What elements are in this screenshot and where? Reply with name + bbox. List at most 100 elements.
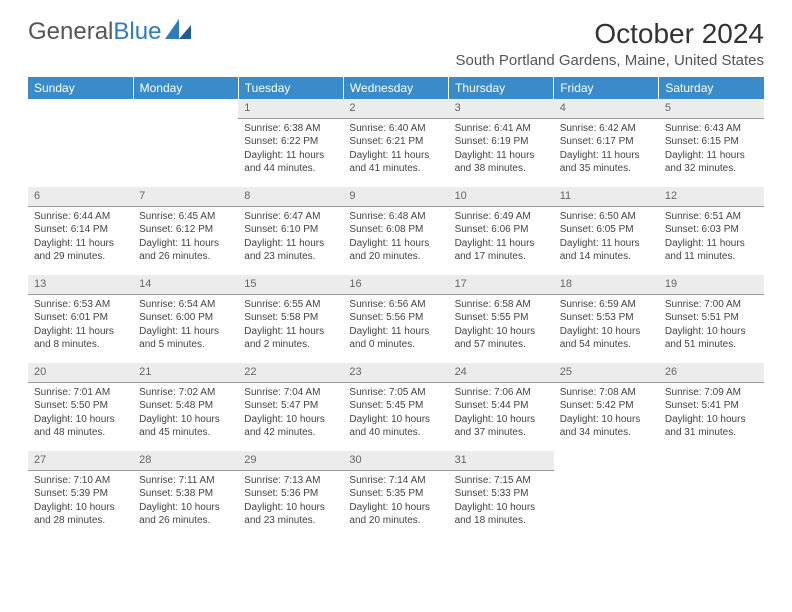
weekday-header: Monday [133, 77, 238, 99]
calendar-day-cell: 18Sunrise: 6:59 AMSunset: 5:53 PMDayligh… [554, 275, 659, 363]
calendar-day-cell: 31Sunrise: 7:15 AMSunset: 5:33 PMDayligh… [449, 451, 554, 539]
sunset-text: Sunset: 6:12 PM [139, 223, 232, 237]
sunrise-text: Sunrise: 6:44 AM [34, 210, 127, 224]
weekday-header: Tuesday [238, 77, 343, 99]
day-number: 13 [28, 275, 133, 295]
sunset-text: Sunset: 5:48 PM [139, 399, 232, 413]
day-number: 2 [343, 99, 448, 119]
daylight-text: Daylight: 11 hours and 44 minutes. [244, 149, 337, 176]
sunrise-text: Sunrise: 7:00 AM [665, 298, 758, 312]
calendar-day-cell: . [554, 451, 659, 539]
day-body: Sunrise: 6:53 AMSunset: 6:01 PMDaylight:… [28, 295, 133, 358]
calendar-day-cell: 3Sunrise: 6:41 AMSunset: 6:19 PMDaylight… [449, 99, 554, 187]
sunset-text: Sunset: 6:00 PM [139, 311, 232, 325]
calendar-day-cell: 27Sunrise: 7:10 AMSunset: 5:39 PMDayligh… [28, 451, 133, 539]
calendar-day-cell: 1Sunrise: 6:38 AMSunset: 6:22 PMDaylight… [238, 99, 343, 187]
day-body: Sunrise: 7:02 AMSunset: 5:48 PMDaylight:… [133, 383, 238, 446]
sunset-text: Sunset: 5:47 PM [244, 399, 337, 413]
sunset-text: Sunset: 5:35 PM [349, 487, 442, 501]
calendar-week-row: 6Sunrise: 6:44 AMSunset: 6:14 PMDaylight… [28, 187, 764, 275]
weekday-header: Thursday [449, 77, 554, 99]
sunset-text: Sunset: 6:08 PM [349, 223, 442, 237]
calendar-day-cell: 9Sunrise: 6:48 AMSunset: 6:08 PMDaylight… [343, 187, 448, 275]
day-body: Sunrise: 7:04 AMSunset: 5:47 PMDaylight:… [238, 383, 343, 446]
calendar-day-cell: 4Sunrise: 6:42 AMSunset: 6:17 PMDaylight… [554, 99, 659, 187]
daylight-text: Daylight: 11 hours and 41 minutes. [349, 149, 442, 176]
daylight-text: Daylight: 11 hours and 8 minutes. [34, 325, 127, 352]
calendar-day-cell: . [28, 99, 133, 187]
calendar-day-cell: 24Sunrise: 7:06 AMSunset: 5:44 PMDayligh… [449, 363, 554, 451]
sunset-text: Sunset: 6:15 PM [665, 135, 758, 149]
day-body: Sunrise: 7:06 AMSunset: 5:44 PMDaylight:… [449, 383, 554, 446]
calendar-day-cell: 21Sunrise: 7:02 AMSunset: 5:48 PMDayligh… [133, 363, 238, 451]
title-block: October 2024 South Portland Gardens, Mai… [455, 18, 764, 69]
daylight-text: Daylight: 11 hours and 20 minutes. [349, 237, 442, 264]
day-number: 1 [238, 99, 343, 119]
calendar-week-row: 13Sunrise: 6:53 AMSunset: 6:01 PMDayligh… [28, 275, 764, 363]
calendar-day-cell: 15Sunrise: 6:55 AMSunset: 5:58 PMDayligh… [238, 275, 343, 363]
sunrise-text: Sunrise: 6:55 AM [244, 298, 337, 312]
sunset-text: Sunset: 5:50 PM [34, 399, 127, 413]
sunrise-text: Sunrise: 6:43 AM [665, 122, 758, 136]
day-number: 28 [133, 451, 238, 471]
sunset-text: Sunset: 6:21 PM [349, 135, 442, 149]
month-title: October 2024 [455, 18, 764, 50]
daylight-text: Daylight: 11 hours and 14 minutes. [560, 237, 653, 264]
sunrise-text: Sunrise: 7:04 AM [244, 386, 337, 400]
sunset-text: Sunset: 5:56 PM [349, 311, 442, 325]
sunset-text: Sunset: 6:03 PM [665, 223, 758, 237]
brand-part2: Blue [113, 18, 161, 46]
day-number: 20 [28, 363, 133, 383]
daylight-text: Daylight: 11 hours and 23 minutes. [244, 237, 337, 264]
day-body: Sunrise: 6:48 AMSunset: 6:08 PMDaylight:… [343, 207, 448, 270]
weekday-header: Saturday [659, 77, 764, 99]
day-number: 26 [659, 363, 764, 383]
day-body: Sunrise: 6:54 AMSunset: 6:00 PMDaylight:… [133, 295, 238, 358]
day-number: 16 [343, 275, 448, 295]
daylight-text: Daylight: 10 hours and 31 minutes. [665, 413, 758, 440]
day-body: Sunrise: 7:00 AMSunset: 5:51 PMDaylight:… [659, 295, 764, 358]
calendar-day-cell: 8Sunrise: 6:47 AMSunset: 6:10 PMDaylight… [238, 187, 343, 275]
daylight-text: Daylight: 11 hours and 32 minutes. [665, 149, 758, 176]
calendar-body: .. 1Sunrise: 6:38 AMSunset: 6:22 PMDaylig… [28, 99, 764, 539]
day-body: Sunrise: 6:45 AMSunset: 6:12 PMDaylight:… [133, 207, 238, 270]
sunrise-text: Sunrise: 7:01 AM [34, 386, 127, 400]
calendar-week-row: 27Sunrise: 7:10 AMSunset: 5:39 PMDayligh… [28, 451, 764, 539]
day-body: Sunrise: 6:43 AMSunset: 6:15 PMDaylight:… [659, 119, 764, 182]
sunrise-text: Sunrise: 7:13 AM [244, 474, 337, 488]
day-number: 22 [238, 363, 343, 383]
day-body: Sunrise: 6:41 AMSunset: 6:19 PMDaylight:… [449, 119, 554, 182]
sunrise-text: Sunrise: 6:54 AM [139, 298, 232, 312]
sunrise-text: Sunrise: 6:42 AM [560, 122, 653, 136]
sunset-text: Sunset: 6:19 PM [455, 135, 548, 149]
calendar-day-cell: 11Sunrise: 6:50 AMSunset: 6:05 PMDayligh… [554, 187, 659, 275]
calendar-day-cell: 30Sunrise: 7:14 AMSunset: 5:35 PMDayligh… [343, 451, 448, 539]
day-number: 21 [133, 363, 238, 383]
sunrise-text: Sunrise: 7:02 AM [139, 386, 232, 400]
calendar-day-cell: 13Sunrise: 6:53 AMSunset: 6:01 PMDayligh… [28, 275, 133, 363]
calendar-day-cell: 14Sunrise: 6:54 AMSunset: 6:00 PMDayligh… [133, 275, 238, 363]
calendar-day-cell: 19Sunrise: 7:00 AMSunset: 5:51 PMDayligh… [659, 275, 764, 363]
day-body: Sunrise: 6:58 AMSunset: 5:55 PMDaylight:… [449, 295, 554, 358]
calendar-day-cell: 26Sunrise: 7:09 AMSunset: 5:41 PMDayligh… [659, 363, 764, 451]
sunset-text: Sunset: 5:55 PM [455, 311, 548, 325]
sunrise-text: Sunrise: 6:47 AM [244, 210, 337, 224]
day-body: Sunrise: 6:40 AMSunset: 6:21 PMDaylight:… [343, 119, 448, 182]
sunset-text: Sunset: 5:33 PM [455, 487, 548, 501]
day-body: Sunrise: 7:09 AMSunset: 5:41 PMDaylight:… [659, 383, 764, 446]
sunrise-text: Sunrise: 7:05 AM [349, 386, 442, 400]
day-number: 24 [449, 363, 554, 383]
day-body: Sunrise: 7:05 AMSunset: 5:45 PMDaylight:… [343, 383, 448, 446]
day-number: 17 [449, 275, 554, 295]
sunrise-text: Sunrise: 6:51 AM [665, 210, 758, 224]
sunset-text: Sunset: 6:10 PM [244, 223, 337, 237]
day-number: 11 [554, 187, 659, 207]
sunrise-text: Sunrise: 7:15 AM [455, 474, 548, 488]
day-body: Sunrise: 7:15 AMSunset: 5:33 PMDaylight:… [449, 471, 554, 534]
sunset-text: Sunset: 6:22 PM [244, 135, 337, 149]
daylight-text: Daylight: 11 hours and 5 minutes. [139, 325, 232, 352]
day-body: Sunrise: 7:08 AMSunset: 5:42 PMDaylight:… [554, 383, 659, 446]
sunrise-text: Sunrise: 6:50 AM [560, 210, 653, 224]
sunrise-text: Sunrise: 7:14 AM [349, 474, 442, 488]
day-body: Sunrise: 6:59 AMSunset: 5:53 PMDaylight:… [554, 295, 659, 358]
